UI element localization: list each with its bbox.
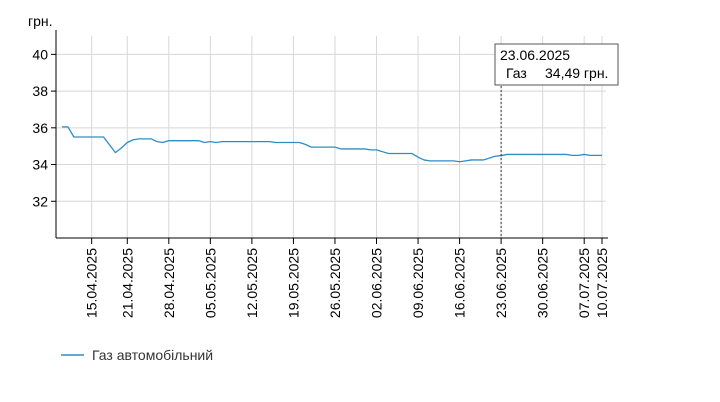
tooltip-box (494, 43, 619, 86)
x-tick-label: 09.06.2025 (410, 248, 426, 318)
x-tick-label: 15.04.2025 (84, 248, 100, 318)
series-line-gas (62, 126, 602, 163)
x-tick-label: 05.05.2025 (202, 248, 218, 318)
x-ticks: 15.04.2025 21.04.2025 28.04.2025 05.05.2025… (84, 238, 610, 318)
y-tick-label: 40 (32, 46, 48, 62)
legend-label-gas: Газ автомобільний (92, 347, 213, 363)
tooltip-date: 23.06.2025 (500, 47, 570, 63)
x-tick-label: 19.05.2025 (285, 248, 301, 318)
x-tick-label: 16.06.2025 (452, 248, 468, 318)
tooltip-series-label: Газ (506, 65, 527, 81)
y-tick-label: 36 (32, 120, 48, 136)
x-tick-label: 02.06.2025 (369, 248, 385, 318)
tooltip-value: 34,49 грн. (545, 65, 608, 81)
y-tick-label: 32 (32, 193, 48, 209)
y-ticks: 32 34 36 38 40 (32, 46, 56, 209)
legend: Газ автомобільний (61, 347, 213, 363)
y-tick-label: 34 (32, 157, 48, 173)
x-tick-label: 30.06.2025 (535, 248, 551, 318)
x-tick-label: 12.05.2025 (244, 248, 260, 318)
grid-lines (56, 36, 606, 238)
y-tick-label: 38 (32, 83, 48, 99)
x-tick-label: 07.07.2025 (576, 248, 592, 318)
axes (55, 30, 608, 239)
x-tick-label: 28.04.2025 (161, 248, 177, 318)
y-axis-label: грн. (28, 13, 53, 29)
x-tick-label: 23.06.2025 (493, 248, 509, 318)
x-tick-label: 10.07.2025 (594, 248, 610, 318)
series-layer (62, 126, 602, 163)
tooltip: 23.06.2025 Газ 34,49 грн. (494, 43, 619, 86)
x-tick-label: 21.04.2025 (119, 248, 135, 318)
x-tick-label: 26.05.2025 (327, 248, 343, 318)
